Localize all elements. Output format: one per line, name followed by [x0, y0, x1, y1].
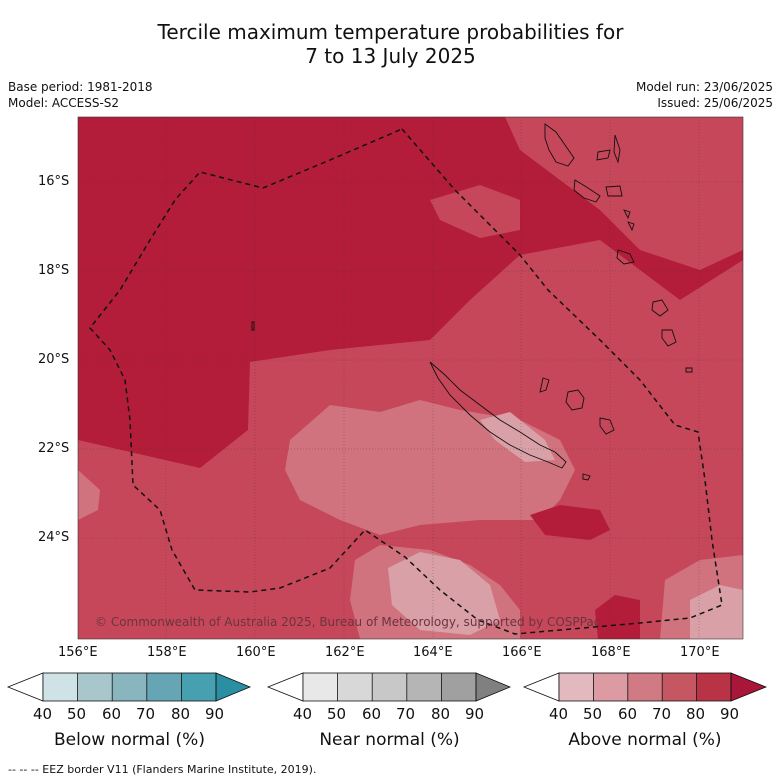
copyright-text: © Commonwealth of Australia 2025, Bureau… — [95, 615, 600, 629]
cb-above-title: Above normal (%) — [568, 730, 722, 750]
ile-des-pins — [582, 473, 591, 481]
chart-title-line2: 7 to 13 July 2025 — [305, 44, 476, 68]
vanuatu-ambrym — [605, 185, 623, 197]
cb-below-tick-80: 80 — [171, 705, 191, 723]
lon-label-162e: 162°E — [325, 645, 365, 660]
coastlines — [251, 123, 693, 481]
loyalty-island-2 — [599, 417, 615, 435]
lon-label-160e: 160°E — [236, 645, 276, 660]
vanuatu-erromango — [651, 299, 669, 317]
eez-footer-note: -- -- -- EEZ border V11 (Flanders Marine… — [8, 763, 317, 776]
zone-above-70-80-2 — [430, 185, 520, 238]
cb-near-tick-70: 70 — [396, 705, 416, 723]
cb-below-tick-50: 50 — [67, 705, 87, 723]
cb-above-tick-90: 90 — [720, 705, 740, 723]
loyalty-island-1 — [565, 389, 585, 411]
model-text: Model: ACCESS-S2 — [8, 96, 120, 110]
loyalty-island-3 — [539, 377, 550, 393]
lon-label-156e: 156°E — [58, 645, 98, 660]
model-run-text: Model run: 23/06/2025 — [635, 80, 773, 94]
cb-near-tick-60: 60 — [362, 705, 382, 723]
issued-text: Issued: 25/06/2025 — [657, 96, 773, 110]
lat-label-22s: 22°S — [38, 441, 70, 456]
map-frame — [77, 116, 744, 640]
chart-title-line1: Tercile maximum temperature probabilitie… — [157, 20, 624, 44]
lat-label-18s: 18°S — [38, 263, 70, 278]
cb-above-tick-80: 80 — [686, 705, 706, 723]
zone-above-80-90-spot — [530, 505, 610, 540]
vanuatu-small-1 — [623, 209, 631, 220]
new-caledonia-island — [429, 361, 567, 469]
vanuatu-ambae — [596, 149, 611, 161]
lat-label-24s: 24°S — [38, 530, 70, 545]
cb-below-title: Below normal (%) — [54, 730, 205, 750]
lon-label-170e: 170°E — [680, 645, 720, 660]
vanuatu-efate — [616, 249, 635, 265]
zone-above-80-90-spot-2 — [595, 595, 640, 639]
cb-above-tick-40: 40 — [549, 705, 569, 723]
lon-label-166e: 166°E — [502, 645, 542, 660]
zone-above-60-70-4 — [78, 470, 100, 520]
cb-above-tick-60: 60 — [618, 705, 638, 723]
vanuatu-malekula — [573, 179, 601, 203]
grid-lines — [78, 117, 743, 639]
colorbar-near-normal — [266, 672, 512, 702]
vanuatu-small-2 — [627, 221, 635, 232]
lat-label-16s: 16°S — [38, 174, 70, 189]
colorbar-above-normal — [522, 672, 768, 702]
cb-below-tick-40: 40 — [33, 705, 53, 723]
lon-label-168e: 168°E — [591, 645, 631, 660]
cb-near-tick-80: 80 — [431, 705, 451, 723]
zone-above-50-60-3 — [690, 585, 743, 639]
chesterfield-islet — [251, 321, 255, 331]
lon-label-158e: 158°E — [147, 645, 187, 660]
base-period-text: Base period: 1981-2018 — [8, 80, 153, 94]
cb-near-tick-90: 90 — [465, 705, 485, 723]
cb-near-tick-40: 40 — [293, 705, 313, 723]
vanuatu-espiritu-santo — [544, 123, 575, 167]
colorbar-below-normal — [6, 672, 252, 702]
cb-above-tick-50: 50 — [583, 705, 603, 723]
cb-near-title: Near normal (%) — [319, 730, 460, 750]
vanuatu-aneityum — [685, 367, 693, 373]
lon-label-164e: 164°E — [413, 645, 453, 660]
cb-near-tick-50: 50 — [327, 705, 347, 723]
cb-below-tick-90: 90 — [205, 705, 225, 723]
cb-below-tick-60: 60 — [102, 705, 122, 723]
cb-above-tick-70: 70 — [652, 705, 672, 723]
vanuatu-tanna — [661, 329, 677, 347]
zone-above-50-60-2 — [480, 412, 555, 462]
lat-label-20s: 20°S — [38, 352, 70, 367]
vanuatu-pentecost — [613, 134, 621, 164]
cb-below-tick-70: 70 — [136, 705, 156, 723]
